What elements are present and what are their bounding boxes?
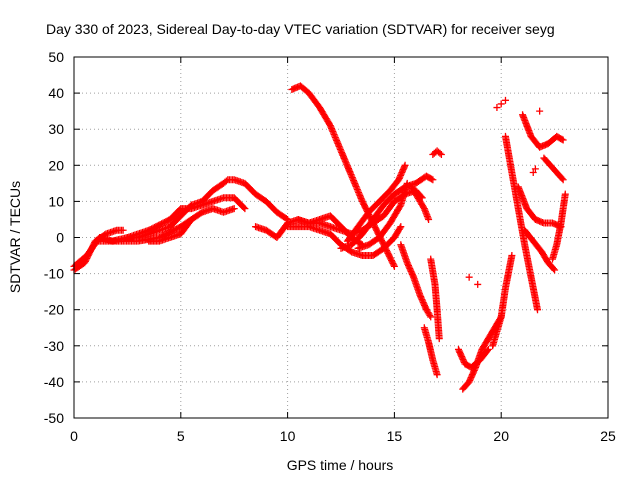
series-track-aa [548,190,569,263]
data-point-marker [559,176,567,184]
y-tick-label: 50 [48,49,64,65]
data-point-marker [483,347,491,355]
x-tick-label: 20 [493,428,509,444]
data-point-marker [390,262,398,270]
series-track-l [343,161,409,245]
series-track-r [429,147,445,158]
data-point-marker [397,223,405,231]
data-point-marker [428,175,436,183]
series-track-z [540,154,567,184]
x-tick-label: 10 [280,428,296,444]
data-point-marker [501,96,509,104]
data-point-marker [558,175,566,183]
data-point-marker [436,149,444,157]
data-point-marker [240,204,248,212]
data-point-marker [429,176,437,184]
y-tick-label: 0 [56,230,64,246]
series-track-u [489,252,516,350]
data-point-marker [559,136,567,144]
y-tick-label: -50 [44,410,64,426]
series-track-m [354,179,411,252]
data-point-marker [536,107,544,115]
x-tick-label: 0 [70,428,78,444]
data-point-marker [508,252,516,260]
data-point-marker [419,203,427,211]
series-track-o [397,241,435,321]
data-point-marker [433,371,441,379]
data-point-marker [403,179,411,187]
y-tick-label: 30 [48,121,64,137]
data-point-marker [425,215,433,223]
series-scatter-points [465,96,544,288]
y-tick-label: -30 [44,338,64,354]
y-tick-label: 10 [48,193,64,209]
series-track-x [519,111,567,151]
data-point-marker [230,205,238,213]
series-track-n [407,183,433,223]
series-track-f [145,205,238,245]
data-point-marker [437,150,445,158]
data-point-marker [241,205,249,213]
series-track-q [427,255,443,343]
x-tick-label: 15 [387,428,403,444]
data-layer [70,82,569,393]
series-track-v [501,132,542,314]
y-axis-label: SDTVAR / TECUs [7,181,23,293]
data-point-marker [222,177,230,185]
y-tick-label: -40 [44,374,64,390]
data-point-marker [401,161,409,169]
series-track-y [514,183,565,231]
data-point-marker [534,306,542,314]
data-point-marker [119,226,127,234]
data-point-marker [435,335,443,343]
series-track-e [134,176,292,241]
data-point-marker [427,313,435,321]
data-point-marker [497,100,505,108]
y-tick-label: -10 [44,266,64,282]
x-axis-label: GPS time / hours [287,457,394,473]
data-point-marker [531,165,539,173]
data-point-marker [484,345,492,353]
data-point-marker [474,280,482,288]
y-tick-label: 40 [48,85,64,101]
tick-layer: 0 5 10 15 20 25 -50 -40 -30 -20 -10 0 10 20 30 40 50 [44,49,616,444]
data-point-marker [561,190,569,198]
chart-title: Day 330 of 2023, Sidereal Day-to-day VTE… [46,21,555,37]
data-point-marker [426,311,434,319]
data-point-marker [529,169,537,177]
series-track-p [420,324,441,379]
x-tick-label: 25 [600,428,616,444]
data-point-marker [550,265,558,273]
y-tick-label: -20 [44,302,64,318]
data-point-marker [465,273,473,281]
data-point-marker [390,261,398,269]
data-point-marker [558,135,566,143]
data-point-marker [396,224,404,232]
series-track-w [521,226,559,274]
data-point-marker [551,266,559,274]
data-point-marker [493,104,501,112]
y-tick-label: 20 [48,157,64,173]
x-tick-label: 5 [177,428,185,444]
